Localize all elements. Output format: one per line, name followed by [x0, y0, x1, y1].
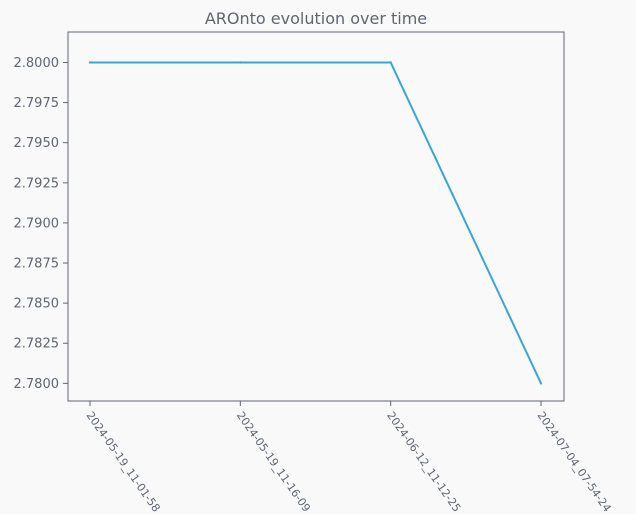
data-point	[88, 61, 92, 64]
series-layer	[88, 61, 543, 385]
y-tick-label: 2.8000	[14, 56, 60, 71]
plot-frame	[67, 31, 565, 402]
y-tick-label: 2.7900	[14, 216, 60, 231]
y-tick-label: 2.7800	[14, 377, 60, 392]
x-tick-label: 2024-05-19_11-01-58	[84, 409, 163, 514]
y-tick-label: 2.7950	[14, 136, 60, 151]
series-line	[90, 61, 542, 384]
data-point	[239, 61, 242, 64]
data-point	[539, 382, 543, 385]
x-tick-label: 2024-05-19_11-16-09	[234, 409, 313, 514]
y-tick-label: 2.7850	[14, 297, 60, 312]
x-tick-label: 2024-06-12_11-12-25	[384, 409, 463, 514]
x-axis: 2024-05-19_11-01-58 2024-05-19_11-16-09 20…	[84, 401, 614, 514]
chart-title: AROnto evolution over time	[205, 9, 427, 28]
y-tick-label: 2.7925	[14, 176, 60, 191]
y-tick-label: 2.7975	[14, 96, 60, 111]
y-axis: 2.7800 2.7825 2.7850 2.7875 2.7900 2.7925 2.79…	[14, 56, 68, 392]
y-tick-label: 2.7875	[14, 257, 60, 272]
y-tick-label: 2.7825	[14, 337, 60, 352]
x-tick-label: 2024-07-04_07-54-24	[535, 409, 614, 514]
data-point	[389, 61, 392, 64]
